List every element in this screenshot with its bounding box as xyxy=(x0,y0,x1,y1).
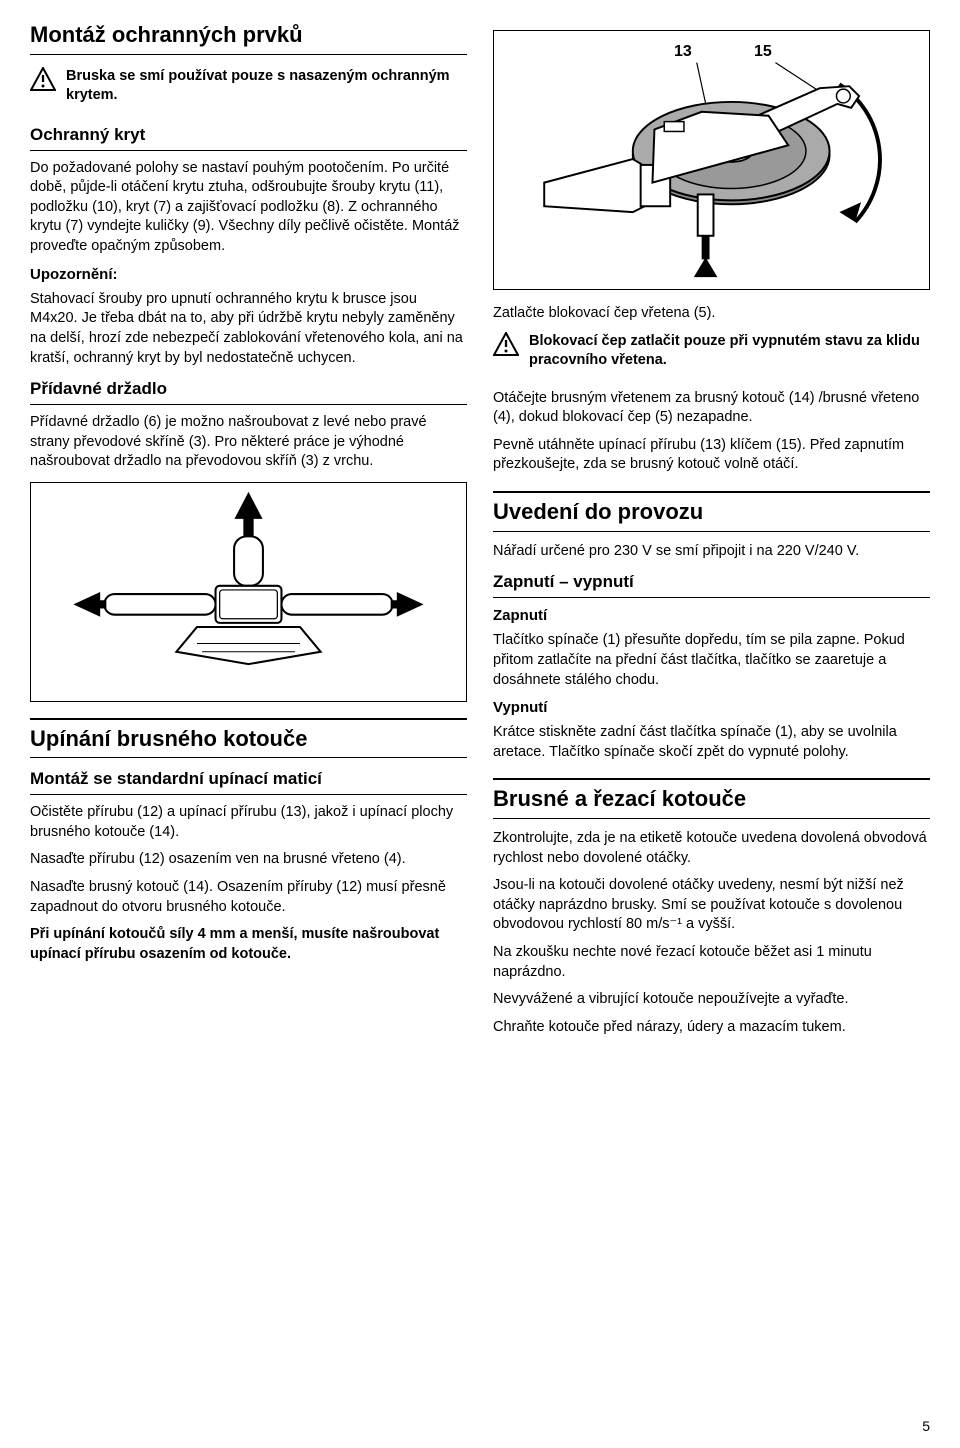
paragraph: Očistěte přírubu (12) a upínací přírubu … xyxy=(30,803,467,842)
paragraph: Nasaďte brusný kotouč (14). Osazením pří… xyxy=(30,878,467,917)
paragraph: Přídavné držadlo (6) je možno našroubova… xyxy=(30,413,467,472)
page-number: 5 xyxy=(922,1417,930,1436)
subheading-standard-nut: Montáž se standardní upínací maticí xyxy=(30,768,467,795)
subheading-guard: Ochranný kryt xyxy=(30,124,467,151)
paragraph: Zatlačte blokovací čep vřetena (5). xyxy=(493,304,930,324)
subheading-handle: Přídavné držadlo xyxy=(30,378,467,405)
note-heading: Upozornění: xyxy=(30,265,467,285)
callout-15: 15 xyxy=(754,41,772,63)
paragraph: Pevně utáhněte upínací přírubu (13) klíč… xyxy=(493,436,930,475)
paragraph: Nasaďte přírubu (12) osazením ven na bru… xyxy=(30,850,467,870)
figure-handle-positions xyxy=(30,482,467,702)
paragraph: Zkontrolujte, zda je na etiketě kotouče … xyxy=(493,829,930,868)
paragraph: Do požadované polohy se nastaví pouhým p… xyxy=(30,159,467,257)
paragraph: Nářadí určené pro 230 V se smí připojit … xyxy=(493,542,930,562)
label-off: Vypnutí xyxy=(493,698,930,718)
paragraph: Tlačítko spínače (1) přesuňte dopředu, t… xyxy=(493,631,930,690)
paragraph: Krátce stiskněte zadní část tlačítka spí… xyxy=(493,723,930,762)
paragraph-bold: Při upínání kotoučů síly 4 mm a menší, m… xyxy=(30,925,467,964)
section-heading-assembly: Montáž ochranných prvků xyxy=(30,20,467,55)
paragraph: Nevyvážené a vibrující kotouče nepoužíve… xyxy=(493,990,930,1010)
warning-icon xyxy=(30,67,56,91)
warning-text: Bruska se smí používat pouze s nasazeným… xyxy=(66,67,467,106)
paragraph: Chraňte kotouče před nárazy, údery a maz… xyxy=(493,1018,930,1038)
paragraph: Otáčejte brusným vřetenem za brusný koto… xyxy=(493,389,930,428)
paragraph: Jsou-li na kotouči dovolené otáčky uvede… xyxy=(493,876,930,935)
section-heading-clamping: Upínání brusného kotouče xyxy=(30,718,467,759)
section-heading-startup: Uvedení do provozu xyxy=(493,491,930,532)
warning-text: Blokovací čep zatlačit pouze při vypnuté… xyxy=(529,332,930,371)
paragraph: Stahovací šrouby pro upnutí ochranného k… xyxy=(30,290,467,368)
figure-wrench-disc: 13 15 xyxy=(493,30,930,290)
section-heading-discs: Brusné a řezací kotouče xyxy=(493,778,930,819)
warning-icon xyxy=(493,332,519,356)
subheading-onoff: Zapnutí – vypnutí xyxy=(493,571,930,598)
warning-block-lockpin: Blokovací čep zatlačit pouze při vypnuté… xyxy=(493,332,930,379)
callout-13: 13 xyxy=(674,41,692,63)
label-on: Zapnutí xyxy=(493,606,930,626)
paragraph: Na zkoušku nechte nové řezací kotouče bě… xyxy=(493,943,930,982)
warning-block-guard: Bruska se smí používat pouze s nasazeným… xyxy=(30,67,467,114)
